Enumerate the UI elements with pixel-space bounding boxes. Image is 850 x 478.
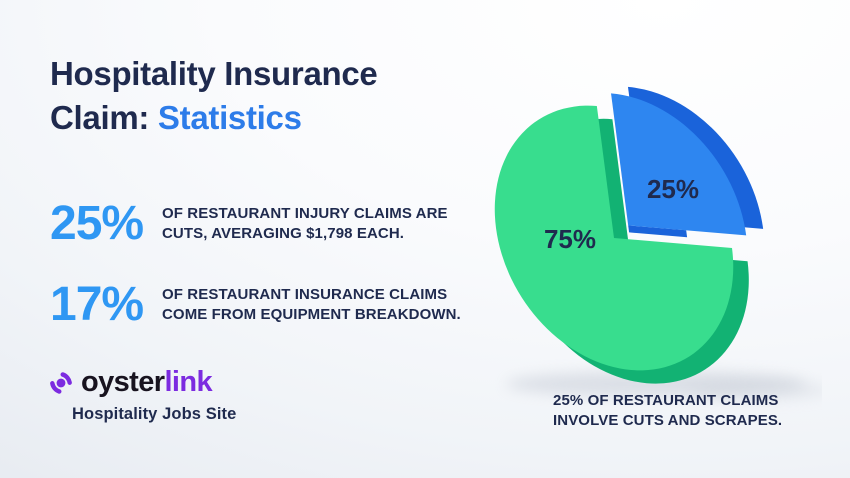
stat-item: 25% OF RESTAURANT INJURY CLAIMS ARE CUTS…	[50, 196, 461, 251]
stat-description-line2: CUTS, AVERAGING $1,798 EACH.	[162, 224, 405, 242]
oysterlink-pearl-icon	[50, 371, 72, 394]
pie-chart: 75% 25%	[478, 48, 832, 416]
brand-name: oysterlink	[81, 366, 213, 399]
brand-name-link: link	[164, 366, 213, 398]
stats-list: 25% OF RESTAURANT INJURY CLAIMS ARE CUTS…	[50, 196, 461, 358]
title-line1: Hospitality Insurance	[50, 55, 378, 92]
stat-value: 25%	[50, 197, 144, 250]
pie-chart-canvas: 75% 25%	[494, 86, 832, 400]
pie-slice-75	[494, 105, 734, 371]
brand-name-oyster: oyster	[81, 366, 165, 398]
title-highlight: Statistics	[157, 99, 302, 136]
pie-shadow-far	[688, 380, 832, 400]
stat-description-line1: OF RESTAURANT INSURANCE CLAIMS	[162, 285, 448, 303]
stat-description: OF RESTAURANT INJURY CLAIMS ARE CUTS, AV…	[162, 204, 448, 244]
chart-caption: 25% OF RESTAURANT CLAIMS INVOLVE CUTS AN…	[553, 391, 782, 431]
pie-slice-25	[611, 93, 747, 236]
stat-description-line1: OF RESTAURANT INJURY CLAIMS ARE	[162, 204, 448, 222]
caption-line-1: 25% OF RESTAURANT CLAIMS	[553, 392, 779, 409]
pie-slice-25-bottom-side	[628, 225, 688, 238]
stat-description-line2: COME FROM EQUIPMENT BREAKDOWN.	[162, 305, 461, 323]
stat-description: OF RESTAURANT INSURANCE CLAIMS COME FROM…	[162, 285, 461, 325]
pie-label-75: 75%	[544, 224, 596, 254]
brand-logo: oysterlink	[46, 366, 213, 399]
stat-value: 17%	[50, 278, 144, 331]
caption-line-2: INVOLVE CUTS AND SCRAPES.	[553, 412, 783, 429]
title-line2-prefix: Claim:	[50, 99, 158, 136]
pie-label-25: 25%	[647, 174, 699, 204]
brand-tagline: Hospitality Jobs Site	[72, 405, 237, 423]
page-title: Hospitality Insurance Claim: Statistics	[50, 52, 378, 140]
stat-item: 17% OF RESTAURANT INSURANCE CLAIMS COME …	[50, 277, 461, 332]
